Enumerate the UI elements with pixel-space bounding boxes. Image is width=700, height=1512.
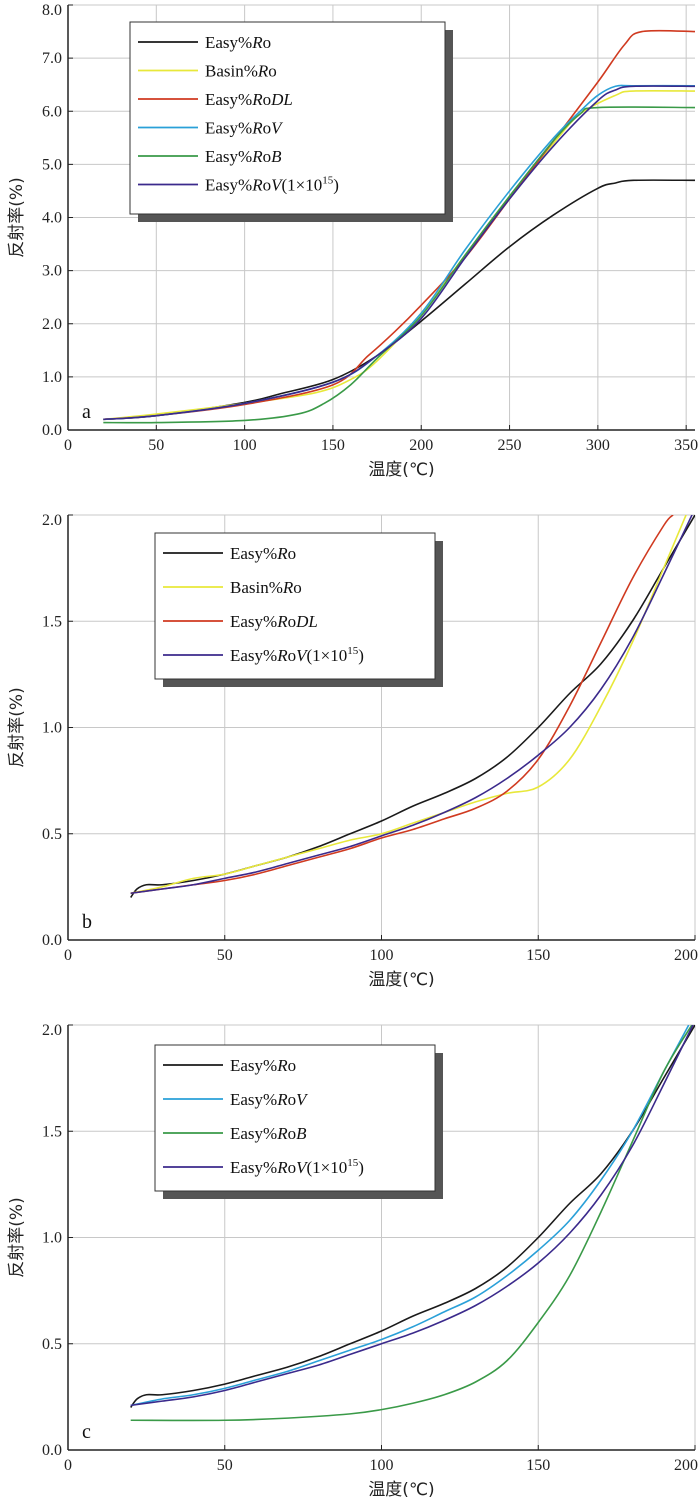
y-tick-label: 2.0 xyxy=(42,316,62,333)
legend-box xyxy=(154,1044,436,1192)
legend-entry: Basin%Ro xyxy=(230,578,302,597)
y-tick-label: 5.0 xyxy=(42,156,62,173)
legend: Easy%Ro Basin%Ro Easy%RoDL Easy%RoV Easy%RoB… xyxy=(129,21,453,222)
series-line xyxy=(103,29,695,421)
x-axis-label: 温度(℃) xyxy=(368,970,434,990)
legend-entry: Easy%Ro xyxy=(230,1056,296,1075)
chart-panel-c: 0 50 100 150 200 0.0 0.5 1.0 1.5 2.0 温度(℃) 反射率(%) c E… xyxy=(7,1022,698,1500)
x-tick-label: 300 xyxy=(586,437,610,454)
y-tick-label: 0.5 xyxy=(42,1336,62,1353)
x-tick-label: 50 xyxy=(217,1457,233,1474)
legend-entry: Easy%RoV(1×1015) xyxy=(230,1157,364,1177)
x-tick-label: 100 xyxy=(233,437,257,454)
legend-entry: Easy%RoB xyxy=(230,1124,307,1143)
y-tick-label: 0.5 xyxy=(42,826,62,843)
chart-panel-b: 0 50 100 150 200 0.0 0.5 1.0 1.5 2.0 温度(℃) 反射率(%) b E… xyxy=(7,512,698,990)
x-tick-label: 350 xyxy=(674,437,698,454)
legend-entry: Easy%RoV(1×1015) xyxy=(230,645,364,665)
legend: Easy%Ro Easy%RoV Easy%RoB Easy%RoV(1×1015) xyxy=(154,1044,443,1199)
chart-panel-a: 0 50 100 150 200 250 300 350 0.0 1.0 2.0 3.0 4.0 5.0 6… xyxy=(7,2,698,480)
y-tick-label: 1.0 xyxy=(42,369,62,386)
y-tick-label: 3.0 xyxy=(42,263,62,280)
series-line xyxy=(130,1025,695,1408)
legend-entry: Basin%Ro xyxy=(205,62,277,81)
series-lines xyxy=(130,515,695,898)
x-tick-label: 200 xyxy=(409,437,433,454)
panel-label: c xyxy=(82,1421,91,1443)
series-line xyxy=(130,515,693,895)
legend-entry: Easy%RoV(1×1015) xyxy=(205,175,339,195)
y-tick-label: 8.0 xyxy=(42,2,62,19)
series-line xyxy=(103,106,695,424)
series-line xyxy=(130,515,687,895)
y-tick-label: 0.0 xyxy=(42,932,62,949)
series-line xyxy=(130,1025,694,1407)
x-tick-label: 250 xyxy=(498,437,522,454)
series-line xyxy=(130,1025,690,1407)
x-tick-label: 150 xyxy=(526,1457,550,1474)
y-tick-label: 1.5 xyxy=(42,1123,62,1140)
legend-entry: Easy%RoB xyxy=(205,147,282,166)
panel-label: b xyxy=(82,911,92,933)
y-tick-label: 0.0 xyxy=(42,422,62,439)
x-tick-label: 200 xyxy=(674,947,698,964)
y-tick-label: 1.5 xyxy=(42,613,62,630)
x-tick-label: 50 xyxy=(217,947,233,964)
series-line xyxy=(103,179,695,421)
y-tick-label: 1.0 xyxy=(42,720,62,737)
y-axis-label: 反射率(%) xyxy=(7,687,27,767)
x-tick-label: 200 xyxy=(674,1457,698,1474)
x-tick-label: 50 xyxy=(148,437,164,454)
panel-label: a xyxy=(82,401,91,423)
x-tick-label: 100 xyxy=(370,1457,394,1474)
legend-entry: Easy%RoV xyxy=(205,119,284,138)
y-axis-label: 反射率(%) xyxy=(7,177,27,257)
legend-entry: Easy%Ro xyxy=(205,33,271,52)
y-tick-label: 4.0 xyxy=(42,210,62,227)
x-tick-label: 0 xyxy=(64,437,72,454)
legend-entry: Easy%RoV xyxy=(230,1090,309,1109)
legend-entry: Easy%RoDL xyxy=(205,90,293,109)
x-axis-label: 温度(℃) xyxy=(368,460,434,480)
legend-entry: Easy%RoDL xyxy=(230,612,318,631)
series-lines xyxy=(130,1025,695,1422)
y-tick-label: 2.0 xyxy=(42,512,62,529)
x-tick-label: 0 xyxy=(64,947,72,964)
legend-entry: Easy%Ro xyxy=(230,544,296,563)
y-tick-label: 2.0 xyxy=(42,1022,62,1039)
y-tick-label: 7.0 xyxy=(42,50,62,67)
series-line xyxy=(130,515,695,898)
series-lines xyxy=(103,29,695,424)
series-line xyxy=(103,85,695,421)
y-tick-label: 6.0 xyxy=(42,103,62,120)
x-tick-label: 0 xyxy=(64,1457,72,1474)
y-tick-label: 0.0 xyxy=(42,1442,62,1459)
legend-box xyxy=(129,21,446,215)
legend: Easy%Ro Basin%Ro Easy%RoDL Easy%RoV(1×1015) xyxy=(154,532,443,687)
x-tick-label: 150 xyxy=(321,437,345,454)
x-tick-label: 150 xyxy=(526,947,550,964)
series-line xyxy=(130,515,674,895)
y-axis-label: 反射率(%) xyxy=(7,1197,27,1277)
x-tick-label: 100 xyxy=(370,947,394,964)
y-tick-label: 1.0 xyxy=(42,1230,62,1247)
x-axis-label: 温度(℃) xyxy=(368,1480,434,1500)
